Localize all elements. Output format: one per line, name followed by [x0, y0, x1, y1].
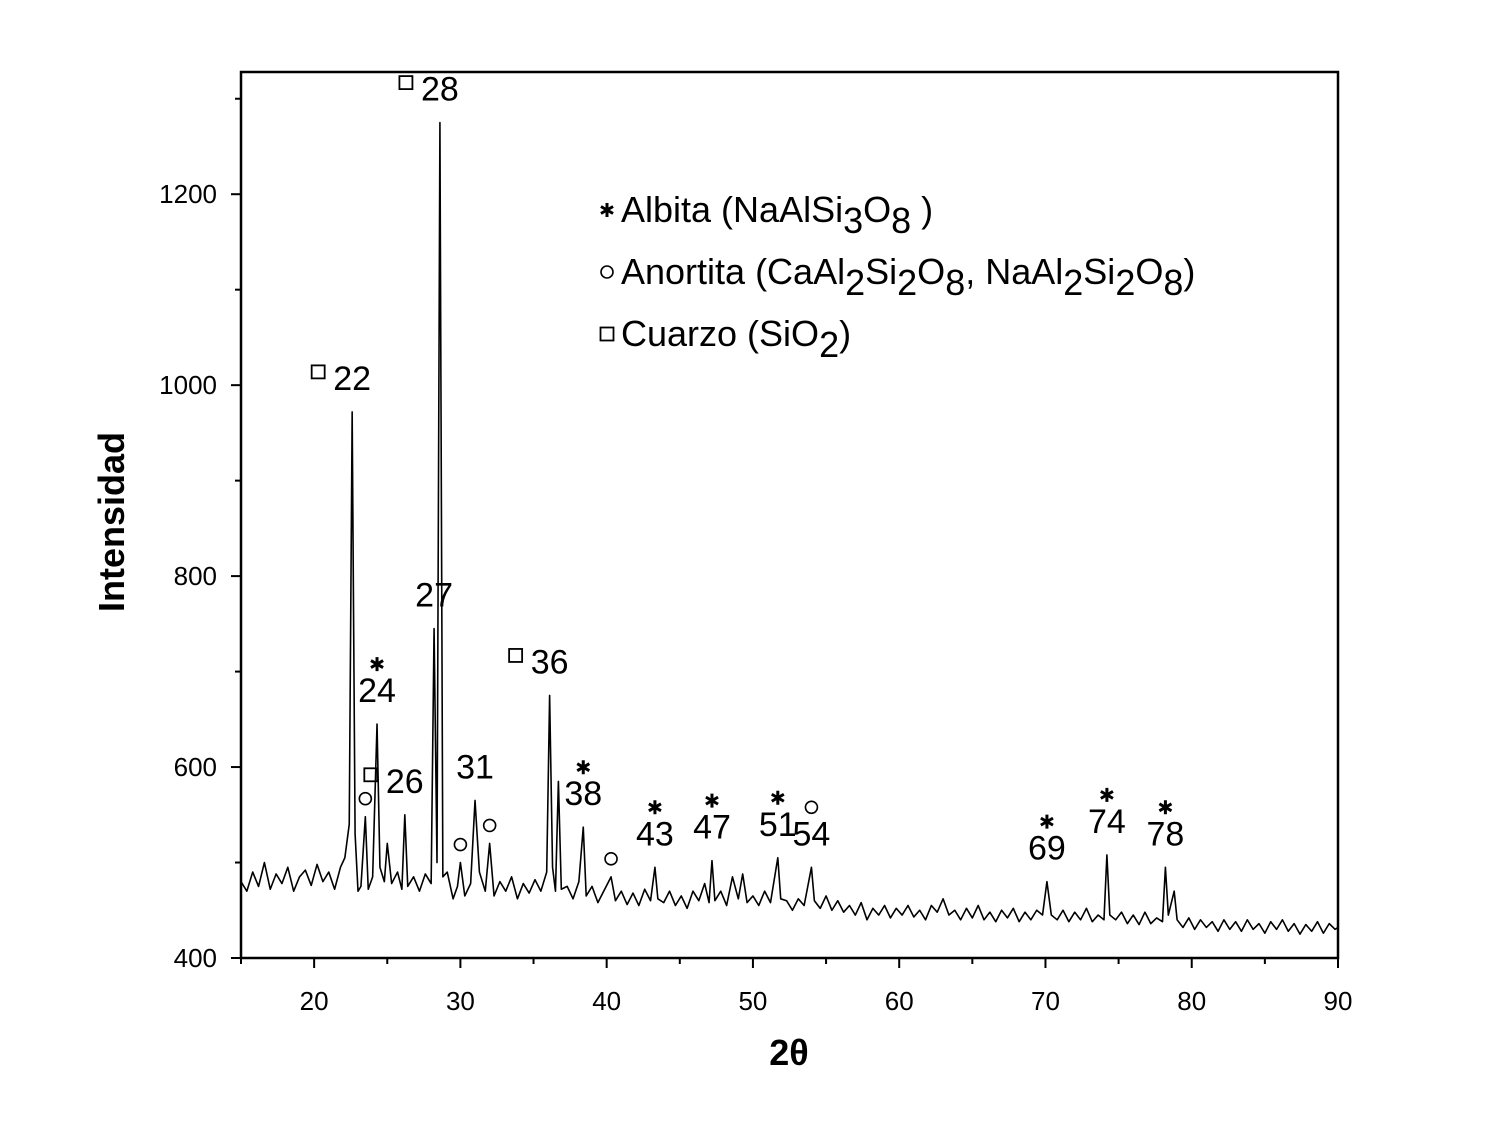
x-tick-label: 40 [592, 986, 621, 1016]
square-marker [508, 648, 524, 663]
peak-label: 47 [693, 809, 731, 847]
x-tick-label: 30 [446, 986, 475, 1016]
square-marker [310, 364, 326, 380]
asterisk-marker [705, 793, 719, 808]
square-marker [363, 767, 379, 783]
square-marker [599, 326, 615, 342]
peak-label: 27 [415, 577, 453, 615]
peak-label: 28 [421, 71, 459, 109]
legend-text: O [1135, 251, 1163, 292]
x-tick-label: 70 [1031, 986, 1060, 1016]
legend-label: Anortita (CaAl2Si2O8, NaAl2Si2O8) [621, 251, 1195, 303]
peak-label: 54 [793, 815, 831, 853]
peak-label: 74 [1088, 803, 1126, 841]
legend-text: Anortita (CaAl [621, 251, 845, 292]
circle-marker [804, 800, 819, 815]
y-axis-title: Intensidad [91, 432, 132, 612]
legend-text: ) [911, 189, 933, 230]
asterisk-marker [1158, 800, 1173, 815]
circle-marker [482, 818, 497, 833]
peak-label: 78 [1146, 815, 1184, 853]
peak-label: 38 [564, 775, 602, 813]
peak-label: 31 [456, 748, 494, 786]
legend-text: ) [839, 313, 851, 354]
circle-marker [604, 852, 618, 866]
x-tick-label: 80 [1177, 986, 1206, 1016]
y-tick-label: 1000 [159, 370, 217, 400]
asterisk-marker [600, 203, 614, 217]
x-tick-label: 90 [1324, 986, 1353, 1016]
legend-label: Albita (NaAlSi3O8 ) [621, 189, 933, 241]
x-tick-label: 60 [885, 986, 914, 1016]
legend-text: Si [865, 251, 897, 292]
circle-marker [453, 837, 468, 852]
legend-subscript: 2 [1063, 262, 1083, 303]
peak-label: 26 [386, 763, 424, 801]
legend-text: , NaAl [965, 251, 1063, 292]
legend-subscript: 2 [897, 262, 917, 303]
y-tick-label: 400 [174, 943, 217, 973]
legend-text: O [917, 251, 945, 292]
asterisk-marker [648, 800, 662, 815]
legend-subscript: 8 [1163, 262, 1183, 303]
legend-text: O [863, 189, 891, 230]
y-tick-label: 1200 [159, 179, 217, 209]
peak-label: 43 [636, 815, 674, 853]
legend-subscript: 3 [843, 200, 863, 241]
y-tick-label: 600 [174, 752, 217, 782]
legend-text: Si [1083, 251, 1115, 292]
asterisk-marker [576, 760, 591, 775]
legend-subscript: 8 [891, 200, 911, 241]
circle-marker [600, 265, 614, 279]
circle-marker [358, 791, 373, 806]
legend-subscript: 2 [819, 324, 839, 365]
peak-label: 51 [759, 806, 797, 844]
legend-subscript: 8 [945, 262, 965, 303]
peak-label: 69 [1028, 830, 1066, 868]
x-tick-label: 50 [738, 986, 767, 1016]
asterisk-marker [770, 790, 785, 805]
plot-frame [239, 70, 1340, 960]
legend-label: Cuarzo (SiO2) [621, 313, 851, 365]
legend-subscript: 2 [845, 262, 865, 303]
asterisk-marker [1100, 787, 1114, 802]
square-marker [398, 75, 414, 91]
peak-label: 36 [531, 643, 569, 681]
legend-text: ) [1183, 251, 1195, 292]
legend-text: Cuarzo (SiO [621, 313, 819, 354]
y-tick-label: 800 [174, 561, 217, 591]
asterisk-marker [370, 657, 384, 672]
peak-label: 24 [358, 672, 396, 710]
legend-subscript: 2 [1115, 262, 1135, 303]
asterisk-marker [1040, 814, 1054, 829]
legend-text: Albita (NaAlSi [621, 189, 843, 230]
x-tick-label: 20 [300, 986, 329, 1016]
data-line [240, 121, 1339, 935]
x-axis-title: 2θ [769, 1032, 808, 1073]
peak-label: 22 [333, 360, 371, 398]
